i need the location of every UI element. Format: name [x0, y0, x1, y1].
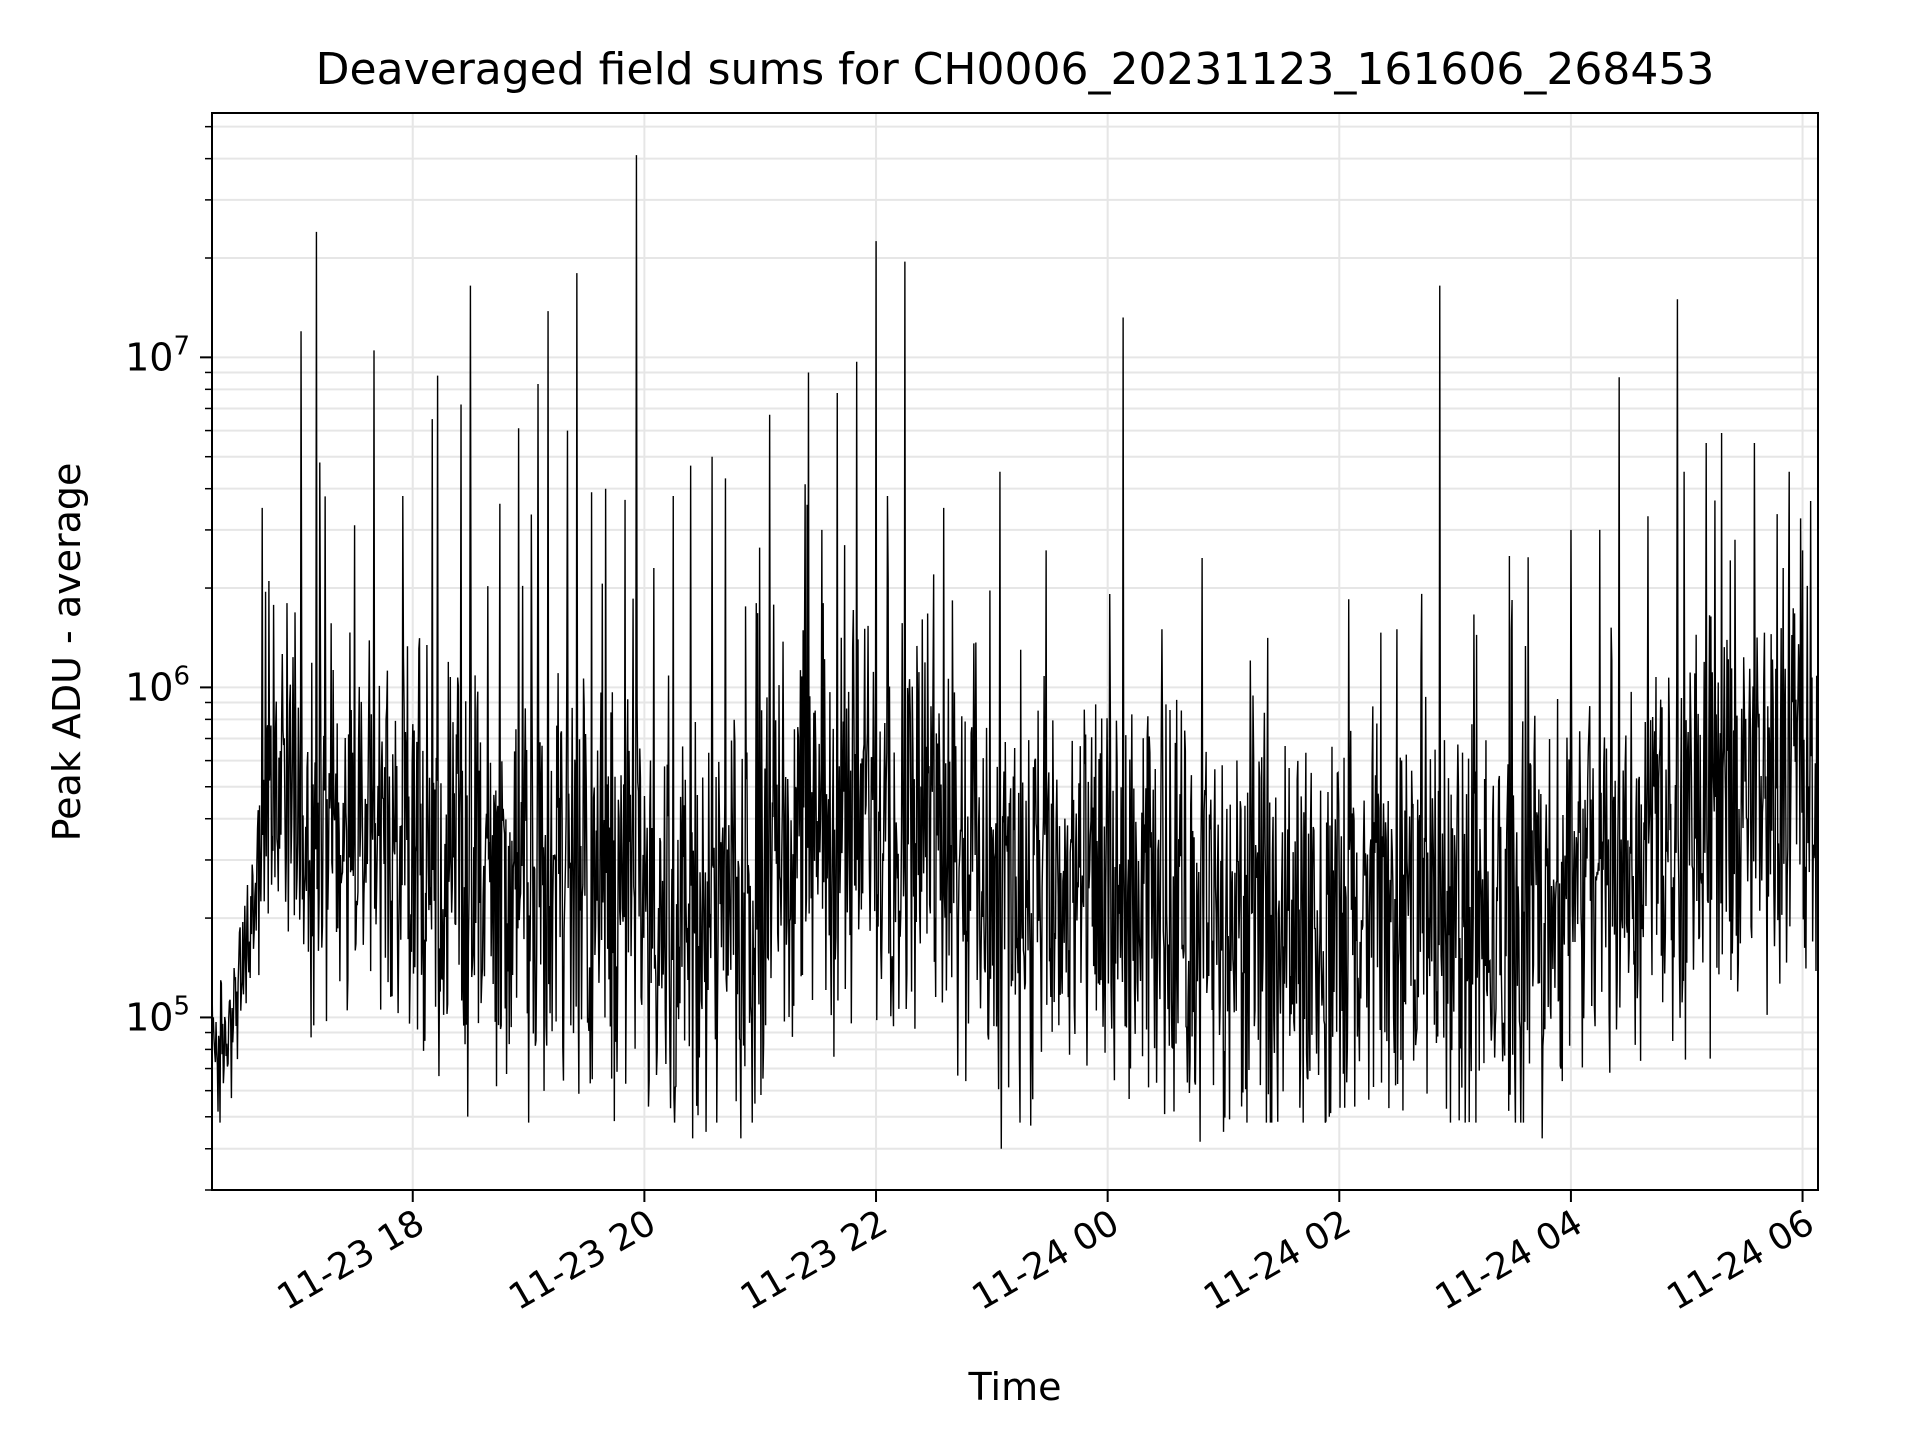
x-tick-label: 11-24 02 [1197, 1202, 1358, 1318]
plot-frame [211, 112, 1819, 1191]
x-tick-label: 11-24 04 [1429, 1202, 1590, 1318]
x-axis-label: Time [968, 1365, 1062, 1409]
grid-layer [212, 113, 1818, 1191]
x-tick-label: 11-23 22 [734, 1202, 895, 1318]
y-axis-ticks: 105 106 107 [125, 125, 212, 1191]
series-line [212, 155, 1818, 1149]
series-layer [212, 155, 1818, 1149]
x-tick-label: 11-23 20 [502, 1202, 663, 1318]
y-tick-label: 105 [125, 991, 190, 1039]
x-tick-label: 11-24 06 [1660, 1202, 1821, 1318]
chart-title: Deaveraged field sums for CH0006_2023112… [316, 44, 1715, 95]
y-axis-label: Peak ADU - average [45, 463, 89, 842]
x-tick-label: 11-24 00 [965, 1202, 1126, 1318]
y-tick-label: 106 [125, 661, 190, 709]
x-axis-ticks: 11-23 18 11-23 20 11-23 22 11-24 00 11-24 02… [271, 1190, 1821, 1319]
y-tick-label: 107 [125, 331, 190, 379]
x-tick-label: 11-23 18 [271, 1202, 432, 1318]
